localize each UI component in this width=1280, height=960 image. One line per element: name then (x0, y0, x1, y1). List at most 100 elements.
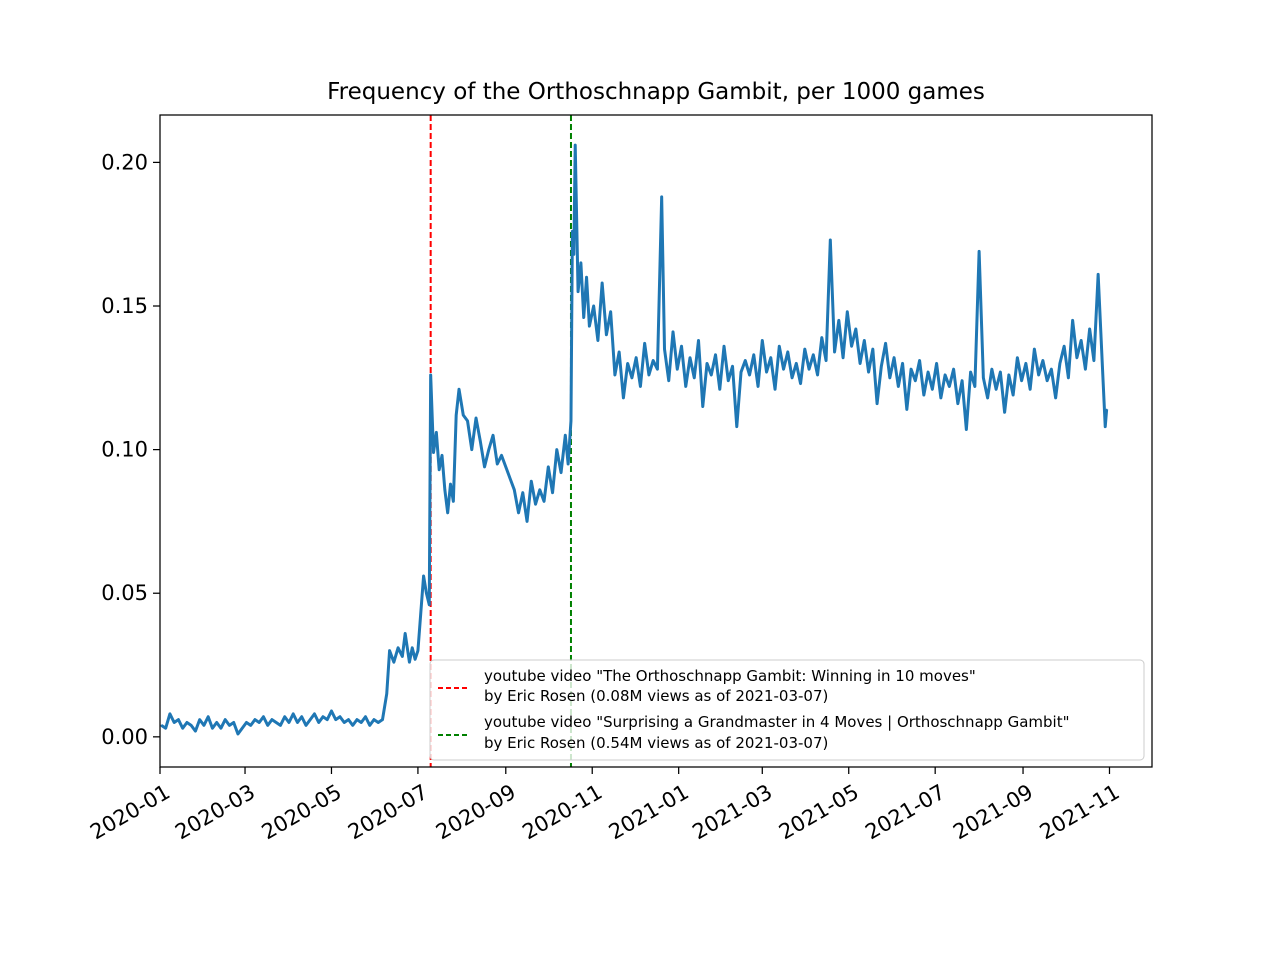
data-point (850, 345, 853, 348)
data-point (232, 721, 235, 724)
data-point (428, 603, 431, 606)
data-point (381, 718, 384, 721)
data-point (863, 339, 866, 342)
data-point (169, 713, 171, 715)
data-point (313, 713, 316, 715)
y-tick-label: 0.10 (101, 438, 148, 462)
data-point (1008, 374, 1010, 376)
data-point (373, 718, 375, 721)
data-point (1012, 394, 1014, 396)
data-point (538, 489, 541, 491)
data-point (470, 448, 473, 451)
data-point (446, 512, 449, 514)
data-point (901, 362, 904, 365)
data-point (393, 661, 395, 663)
data-point (1020, 379, 1023, 382)
data-point (414, 658, 416, 661)
data-point (351, 724, 354, 727)
data-point (504, 466, 507, 468)
data-point (961, 379, 963, 382)
data-point (1054, 397, 1057, 399)
legend-entry-2-line-2: by Eric Rosen (0.54M views as of 2021-03… (484, 734, 828, 752)
data-point (577, 290, 579, 293)
data-point (774, 388, 776, 391)
data-point (974, 385, 976, 388)
data-point (846, 310, 849, 313)
data-point (322, 715, 324, 718)
data-point (574, 144, 577, 146)
data-point (1088, 328, 1091, 330)
data-point (571, 230, 574, 233)
data-point (884, 342, 887, 345)
data-point (914, 379, 917, 382)
legend-entry-2-line-1: youtube video "Surprising a Grandmaster … (484, 713, 1069, 731)
data-point (1025, 362, 1027, 365)
data-point (1003, 411, 1006, 414)
data-point (220, 727, 222, 730)
data-point (684, 385, 687, 388)
data-point (1084, 368, 1087, 370)
y-tick-label: 0.20 (101, 150, 148, 174)
data-point (1037, 374, 1040, 376)
data-point (385, 692, 388, 695)
data-point (190, 724, 192, 727)
data-point (643, 342, 646, 345)
data-point (965, 428, 968, 431)
data-point (500, 454, 503, 457)
data-point (631, 377, 633, 379)
data-point (211, 727, 214, 730)
data-point (609, 310, 612, 313)
data-point (397, 647, 399, 649)
data-point (368, 724, 371, 727)
data-point (526, 520, 528, 523)
legend-box (429, 659, 1145, 761)
data-point (786, 351, 789, 353)
data-point (283, 715, 286, 718)
data-point (279, 724, 282, 727)
data-point (249, 724, 252, 727)
data-point (194, 730, 197, 732)
data-point (475, 417, 477, 419)
data-point (855, 328, 857, 330)
data-point (838, 319, 840, 322)
data-point (1071, 319, 1074, 322)
data-point (761, 339, 764, 342)
data-point (417, 649, 419, 652)
data-point (254, 718, 256, 721)
data-point (164, 727, 167, 730)
data-point (462, 414, 465, 416)
data-point (893, 356, 895, 359)
data-point (334, 718, 337, 721)
data-point (330, 710, 333, 712)
data-point (923, 394, 925, 396)
data-point (1076, 356, 1078, 359)
data-point (432, 451, 435, 454)
data-point (986, 397, 989, 399)
data-point (718, 388, 721, 391)
data-point (411, 647, 414, 649)
data-point (521, 491, 524, 494)
data-point (697, 339, 700, 342)
data-point (441, 454, 443, 457)
data-point (266, 724, 269, 727)
data-point (513, 489, 516, 491)
data-point (509, 477, 511, 480)
data-point (748, 374, 751, 376)
data-point (177, 718, 180, 721)
data-point (978, 250, 980, 253)
y-axis: 0.00 0.05 0.10 0.15 0.20 (101, 150, 160, 749)
data-point (816, 374, 819, 376)
data-point (660, 196, 663, 198)
data-point (556, 448, 558, 451)
data-point (564, 434, 567, 437)
data-point (404, 632, 406, 635)
data-point (618, 351, 620, 353)
data-point (791, 377, 793, 379)
data-point (198, 718, 201, 721)
data-point (377, 721, 380, 724)
data-point (543, 500, 545, 503)
data-point (364, 715, 367, 718)
data-point (228, 724, 231, 727)
y-tick-label: 0.05 (101, 581, 148, 605)
